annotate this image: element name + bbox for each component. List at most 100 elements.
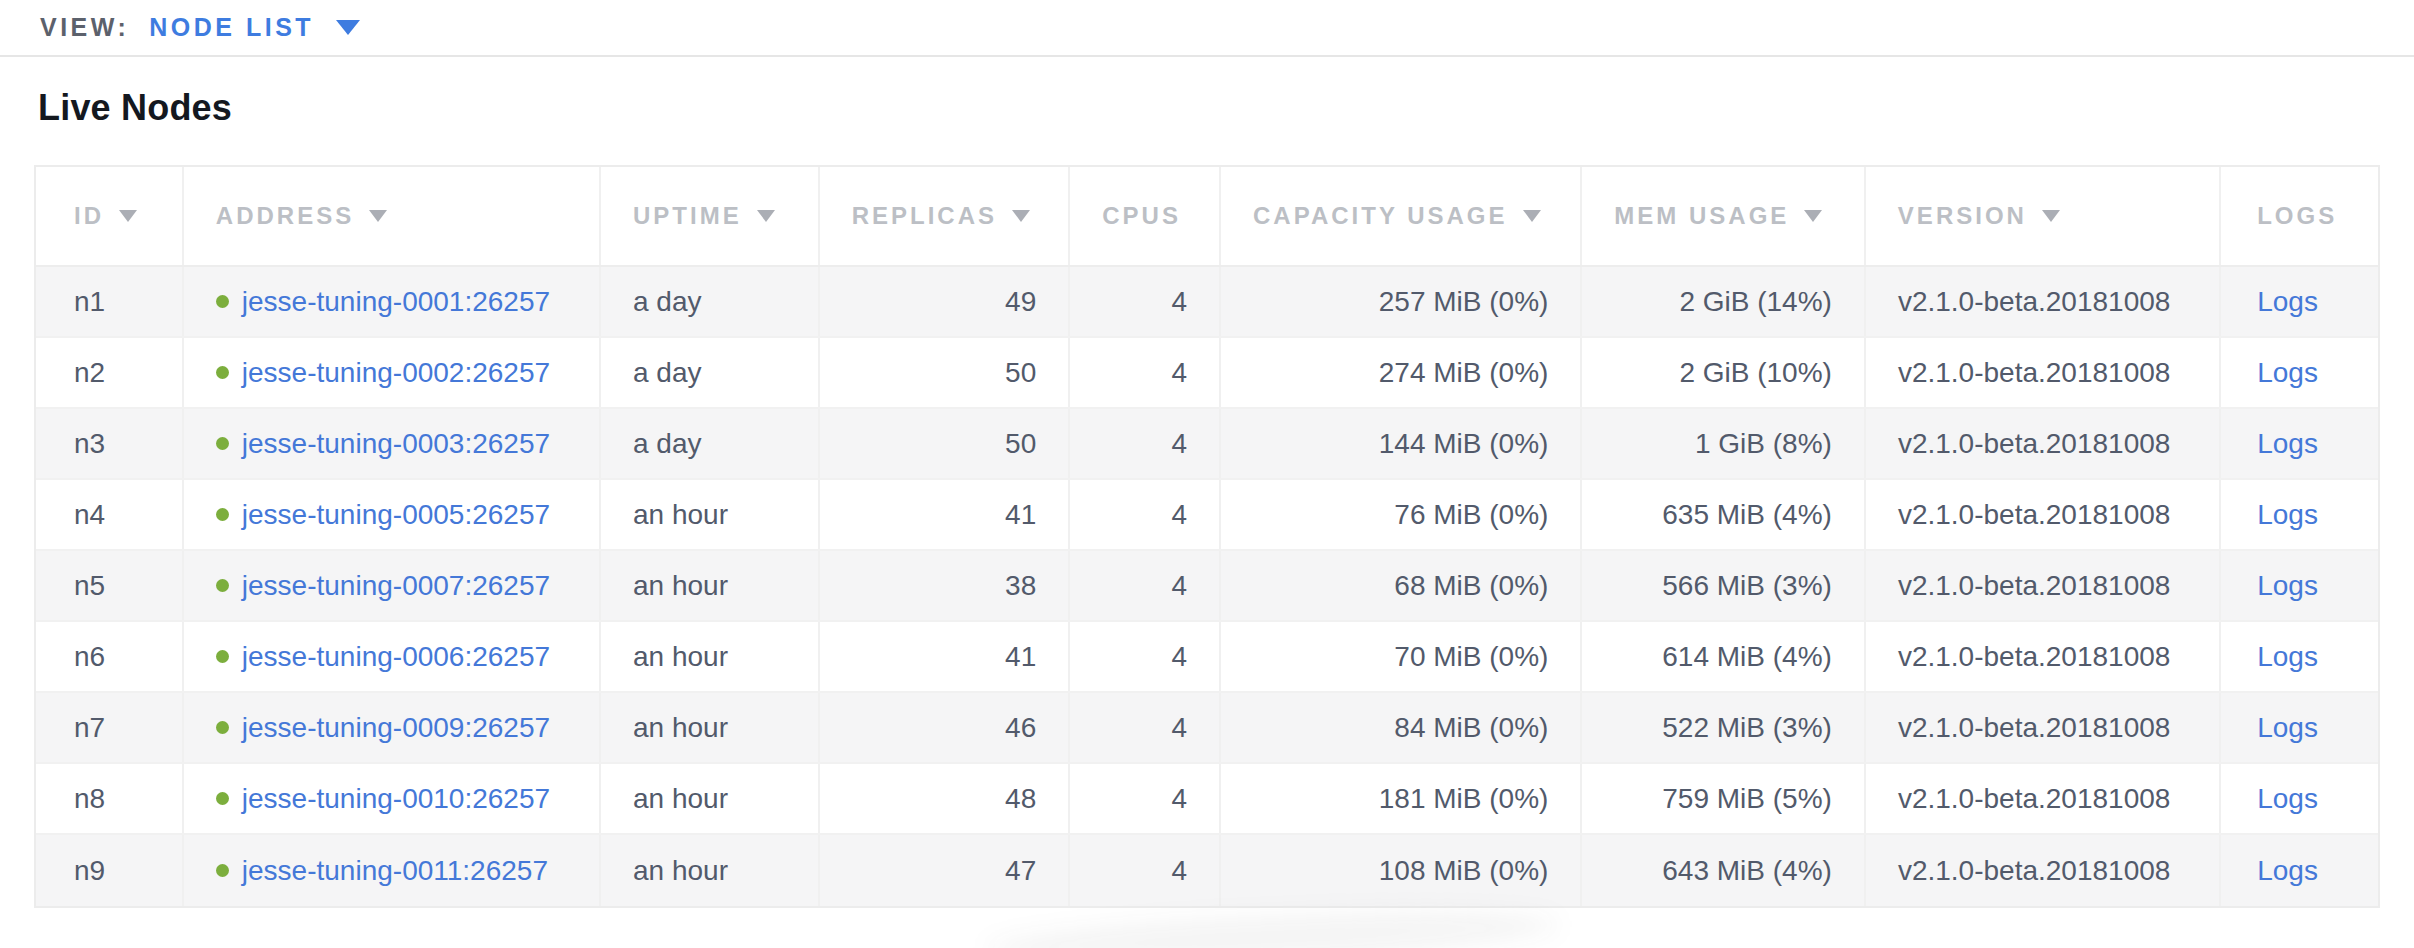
node-status-healthy-icon [216,508,229,521]
node-replicas-cell: 41 [820,622,1071,691]
view-selector-dropdown[interactable]: NODE LIST [149,13,360,42]
sort-desc-icon [1012,210,1030,222]
node-capacity_usage-cell: 144 MiB (0%) [1221,409,1582,478]
node-address-link[interactable]: jesse-tuning-0011:26257 [242,855,548,887]
node-address-cell: jesse-tuning-0006:26257 [184,622,601,691]
logs-link[interactable]: Logs [2257,641,2318,673]
node-mem_usage-cell: 566 MiB (3%) [1582,551,1866,620]
node-id-cell: n4 [36,480,184,549]
node-cpus-cell: 4 [1070,338,1221,407]
node-address-link[interactable]: jesse-tuning-0006:26257 [242,641,550,673]
logs-link[interactable]: Logs [2257,428,2318,460]
table-row: n6jesse-tuning-0006:26257an hour41470 Mi… [36,622,2378,693]
node-cpus-cell: 4 [1070,551,1221,620]
node-status-healthy-icon [216,792,229,805]
node-address-cell: jesse-tuning-0011:26257 [184,835,601,906]
node-mem_usage-cell: 2 GiB (10%) [1582,338,1866,407]
column-header-logs: LOGS [2221,167,2378,265]
node-cpus-cell: 4 [1070,835,1221,906]
node-replicas-cell: 47 [820,835,1071,906]
node-uptime-cell: an hour [601,622,820,691]
node-address-link[interactable]: jesse-tuning-0010:26257 [242,783,550,815]
logs-link[interactable]: Logs [2257,712,2318,744]
table-row: n7jesse-tuning-0009:26257an hour46484 Mi… [36,693,2378,764]
node-id-cell: n9 [36,835,184,906]
column-header-label: CAPACITY USAGE [1253,202,1507,230]
logs-link[interactable]: Logs [2257,357,2318,389]
column-header-version[interactable]: VERSION [1866,167,2221,265]
node-address-cell: jesse-tuning-0002:26257 [184,338,601,407]
node-mem_usage-cell: 614 MiB (4%) [1582,622,1866,691]
node-status-healthy-icon [216,864,229,877]
node-version-cell: v2.1.0-beta.20181008 [1866,764,2221,833]
live-nodes-table: ID ADDRESS UPTIME REPLICAS CPUS CAPACITY USAG… [34,165,2380,908]
node-cpus-cell: 4 [1070,764,1221,833]
logs-link[interactable]: Logs [2257,286,2318,318]
view-selected-value: NODE LIST [149,13,314,42]
node-address-link[interactable]: jesse-tuning-0002:26257 [242,357,550,389]
node-address-link[interactable]: jesse-tuning-0007:26257 [242,570,550,602]
node-cpus-cell: 4 [1070,693,1221,762]
node-capacity_usage-cell: 68 MiB (0%) [1221,551,1582,620]
node-cpus-cell: 4 [1070,267,1221,336]
column-header-mem_usage[interactable]: MEM USAGE [1582,167,1866,265]
node-uptime-cell: an hour [601,480,820,549]
node-mem_usage-cell: 522 MiB (3%) [1582,693,1866,762]
column-header-label: REPLICAS [852,202,997,230]
node-status-healthy-icon [216,650,229,663]
node-logs-cell: Logs [2221,622,2378,691]
node-replicas-cell: 50 [820,409,1071,478]
column-header-cpus: CPUS [1070,167,1221,265]
node-mem_usage-cell: 2 GiB (14%) [1582,267,1866,336]
logs-link[interactable]: Logs [2257,570,2318,602]
sort-desc-icon [1804,210,1822,222]
node-address-cell: jesse-tuning-0009:26257 [184,693,601,762]
node-logs-cell: Logs [2221,409,2378,478]
node-version-cell: v2.1.0-beta.20181008 [1866,267,2221,336]
node-uptime-cell: a day [601,409,820,478]
table-row: n5jesse-tuning-0007:26257an hour38468 Mi… [36,551,2378,622]
column-header-uptime[interactable]: UPTIME [601,167,820,265]
column-header-capacity_usage[interactable]: CAPACITY USAGE [1221,167,1582,265]
node-uptime-cell: a day [601,338,820,407]
node-address-link[interactable]: jesse-tuning-0009:26257 [242,712,550,744]
node-mem_usage-cell: 635 MiB (4%) [1582,480,1866,549]
sort-desc-icon [757,210,775,222]
node-status-healthy-icon [216,366,229,379]
logs-link[interactable]: Logs [2257,855,2318,887]
node-logs-cell: Logs [2221,693,2378,762]
shadow-artifact [984,903,1560,948]
node-capacity_usage-cell: 84 MiB (0%) [1221,693,1582,762]
node-id-cell: n5 [36,551,184,620]
node-mem_usage-cell: 1 GiB (8%) [1582,409,1866,478]
column-header-label: MEM USAGE [1614,202,1789,230]
node-address-link[interactable]: jesse-tuning-0003:26257 [242,428,550,460]
node-capacity_usage-cell: 274 MiB (0%) [1221,338,1582,407]
column-header-id[interactable]: ID [36,167,184,265]
node-logs-cell: Logs [2221,835,2378,906]
column-header-label: ADDRESS [216,202,354,230]
node-logs-cell: Logs [2221,338,2378,407]
column-header-replicas[interactable]: REPLICAS [820,167,1071,265]
node-address-link[interactable]: jesse-tuning-0005:26257 [242,499,550,531]
node-address-link[interactable]: jesse-tuning-0001:26257 [242,286,550,318]
node-version-cell: v2.1.0-beta.20181008 [1866,409,2221,478]
node-replicas-cell: 41 [820,480,1071,549]
node-replicas-cell: 46 [820,693,1071,762]
logs-link[interactable]: Logs [2257,783,2318,815]
sort-desc-icon [2042,210,2060,222]
column-header-address[interactable]: ADDRESS [184,167,601,265]
node-version-cell: v2.1.0-beta.20181008 [1866,480,2221,549]
node-logs-cell: Logs [2221,267,2378,336]
view-bar: VIEW: NODE LIST [0,0,2414,57]
node-mem_usage-cell: 759 MiB (5%) [1582,764,1866,833]
node-version-cell: v2.1.0-beta.20181008 [1866,835,2221,906]
node-uptime-cell: an hour [601,764,820,833]
node-capacity_usage-cell: 70 MiB (0%) [1221,622,1582,691]
page-title: Live Nodes [38,87,2414,129]
node-logs-cell: Logs [2221,480,2378,549]
node-status-healthy-icon [216,721,229,734]
logs-link[interactable]: Logs [2257,499,2318,531]
node-id-cell: n8 [36,764,184,833]
node-capacity_usage-cell: 181 MiB (0%) [1221,764,1582,833]
